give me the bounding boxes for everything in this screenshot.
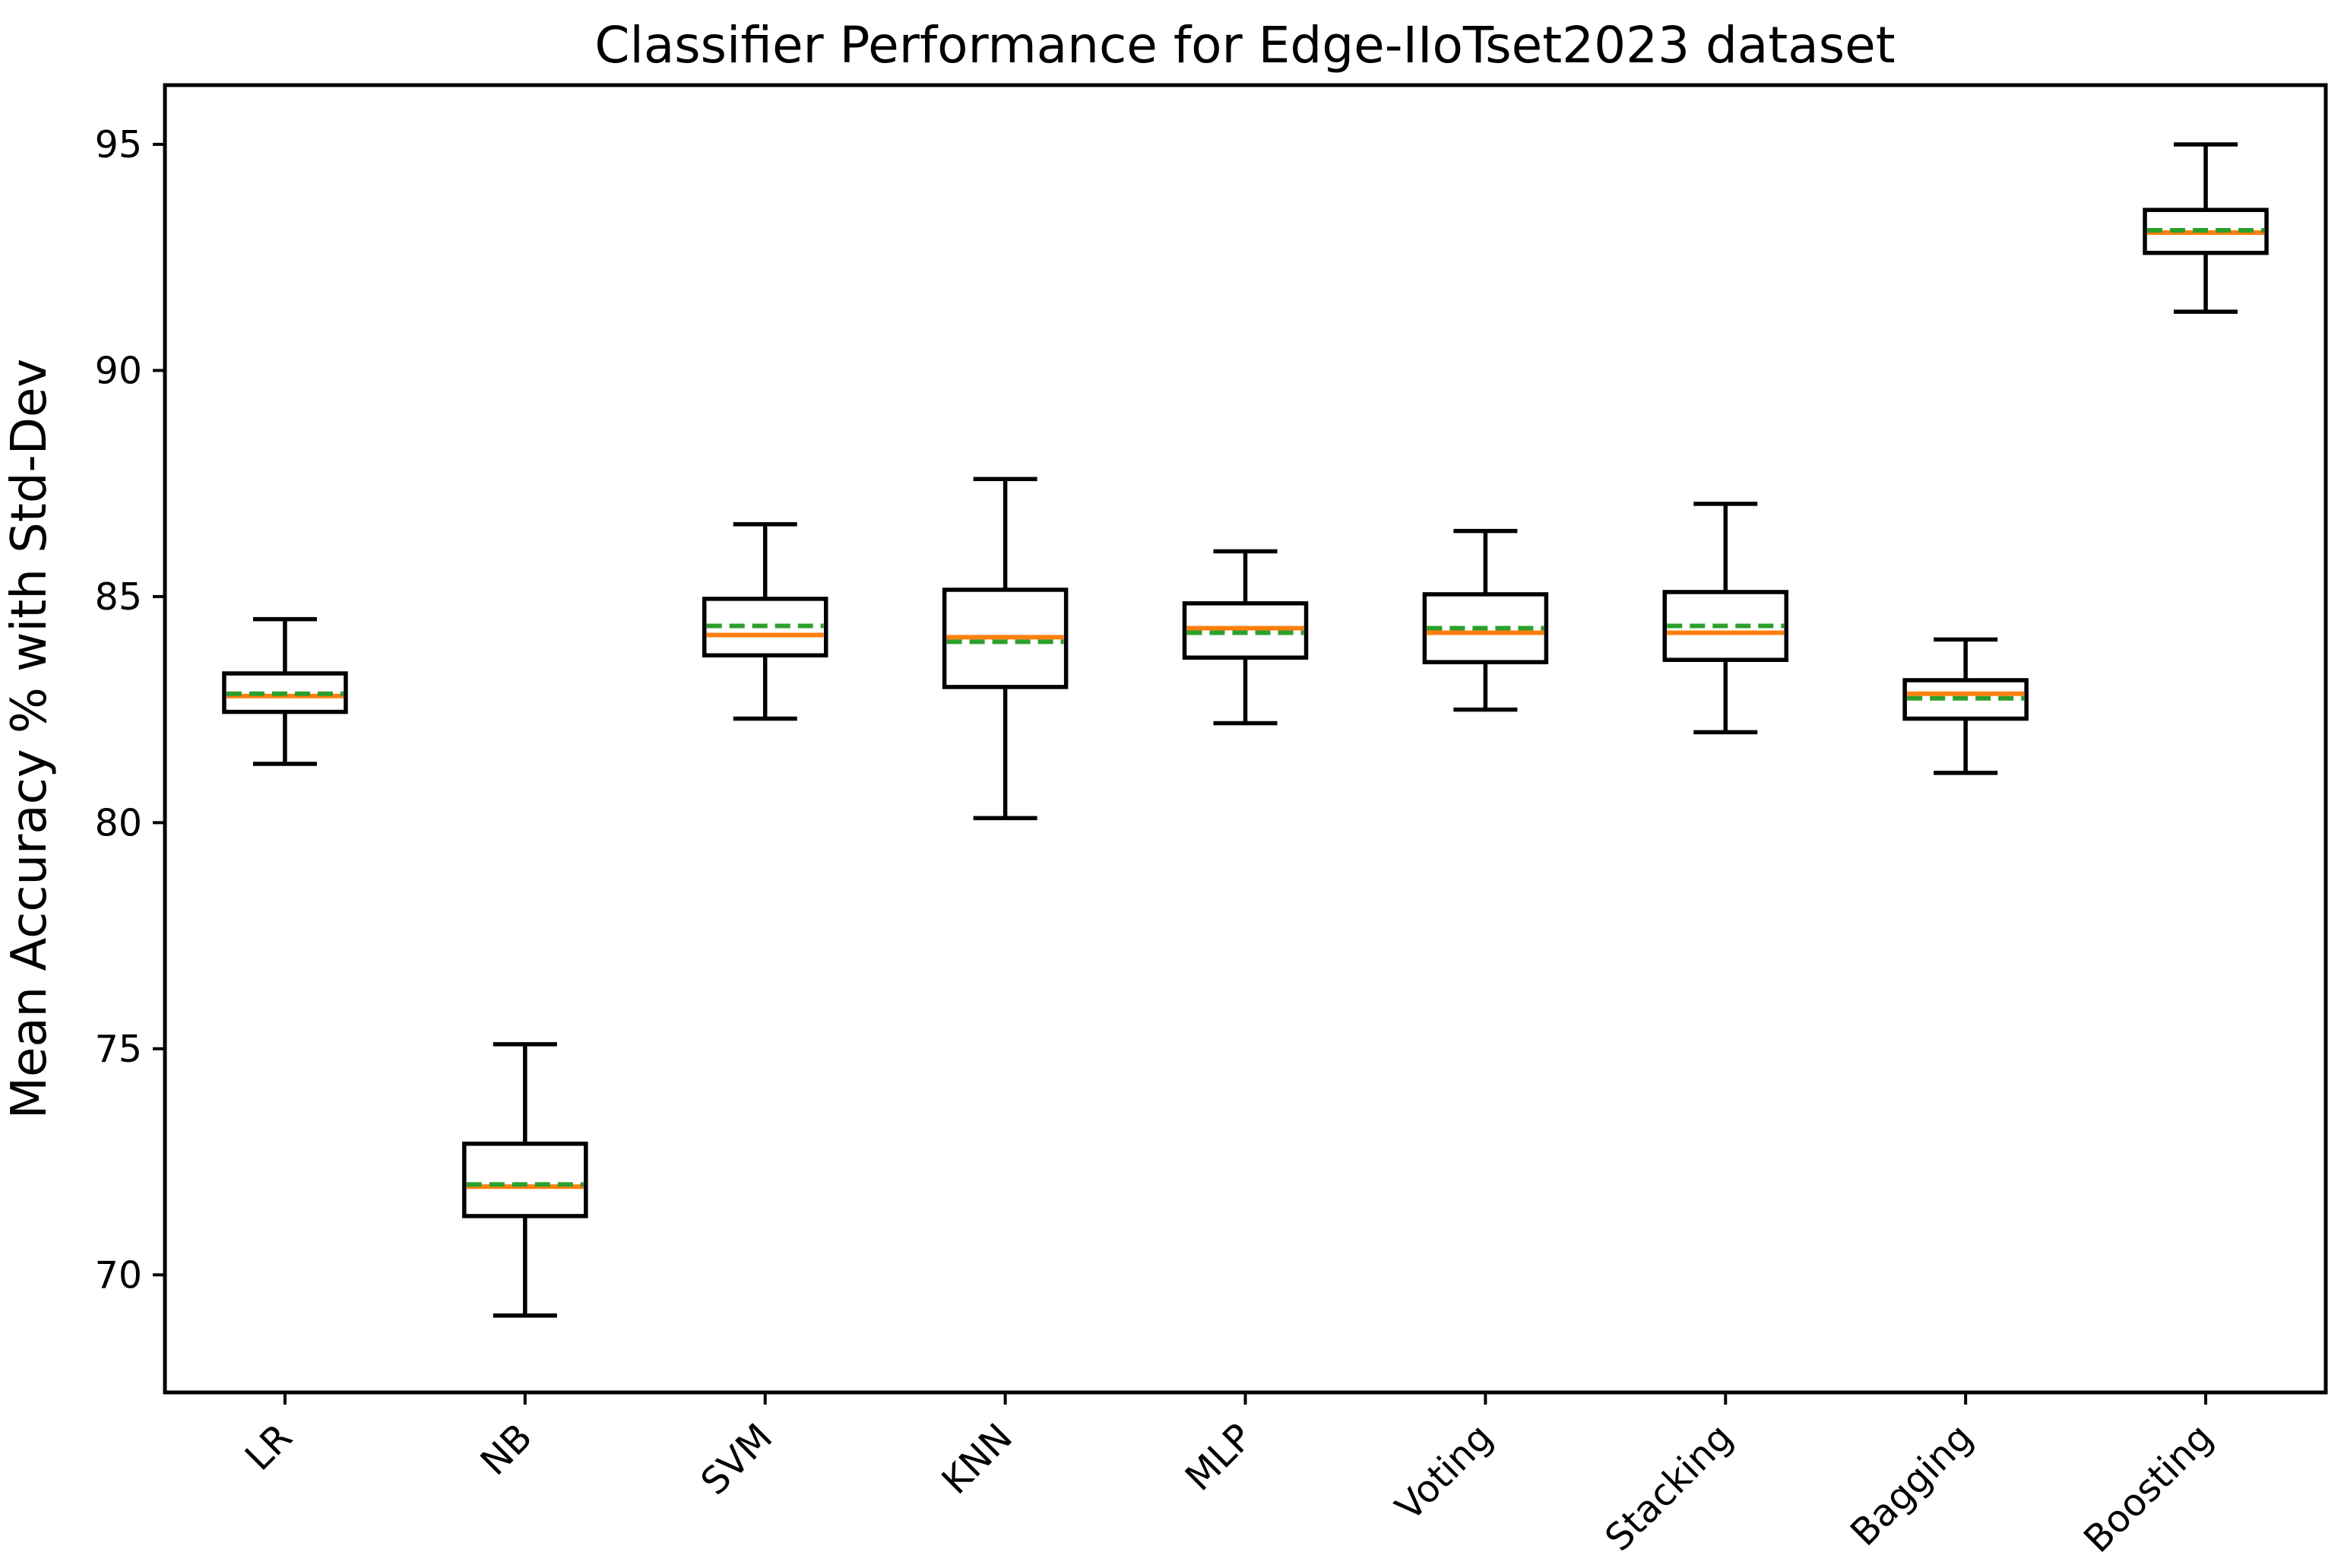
y-axis-ticks: 95 90 85 80 75 70 <box>95 123 165 1297</box>
box-nb <box>462 1042 588 1318</box>
x-tick-label-lr: LR <box>237 1415 301 1479</box>
box-bagging <box>1902 637 2029 775</box>
y-axis-label: Mean Accuracy % with Std-Dev <box>2 359 58 1120</box>
x-tick-label-boosting: Boosting <box>2076 1415 2222 1561</box>
box-lr <box>222 616 348 766</box>
box-series <box>222 142 2269 1318</box>
y-tick-label: 75 <box>95 1028 142 1071</box>
box-boosting <box>2143 142 2269 314</box>
y-tick-label: 80 <box>95 801 142 844</box>
x-tick-label-stacking: Stacking <box>1597 1415 1741 1560</box>
x-tick-label-svm: SVM <box>692 1415 781 1503</box>
box-svm <box>702 521 828 721</box>
box-stacking <box>1662 502 1789 735</box>
x-tick-label-mlp: MLP <box>1177 1415 1261 1499</box>
y-tick-label: 70 <box>95 1253 142 1297</box>
box-mlp <box>1182 549 1309 726</box>
y-tick-label: 85 <box>95 575 142 619</box>
iqr-box <box>462 1142 588 1218</box>
x-tick-label-voting: Voting <box>1387 1415 1501 1529</box>
x-axis-ticks: LR NB SVM KNN MLP Voting Stacking Bagging Boosti… <box>237 1392 2222 1561</box>
x-tick-label-bagging: Bagging <box>1842 1415 1981 1554</box>
box-knn <box>942 477 1069 821</box>
x-tick-label-nb: NB <box>472 1415 540 1484</box>
y-tick-label: 95 <box>95 123 142 166</box>
x-tick-label-knn: KNN <box>933 1415 1021 1503</box>
box-voting <box>1422 528 1549 712</box>
chart-title: Classifier Performance for Edge-IIoTset2… <box>594 16 1895 74</box>
y-tick-label: 90 <box>95 349 142 392</box>
